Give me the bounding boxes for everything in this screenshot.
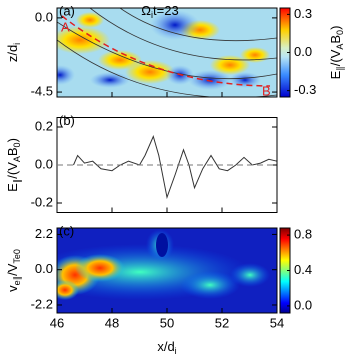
panel-label: (c) xyxy=(59,223,74,238)
heatmap-texture xyxy=(57,65,75,85)
heatmap-texture xyxy=(188,70,232,90)
panel-label: (b) xyxy=(59,113,75,128)
y-axis-label-part: e∥ xyxy=(12,276,22,286)
x-tick-label: 54 xyxy=(270,315,284,330)
y-axis-label: ve∥/VTe0 xyxy=(5,249,22,292)
y-axis-label: E∥/(VAB0) xyxy=(5,138,22,192)
y-tick-label: -0.2 xyxy=(31,194,53,209)
field-line xyxy=(119,8,277,42)
x-axis-label-part: i xyxy=(175,346,177,356)
x-tick-label: 48 xyxy=(105,315,119,330)
y-axis-label-part: /V xyxy=(5,263,20,276)
y-axis-label-part: ∥ xyxy=(12,179,22,184)
chart-title: Ωit=23 xyxy=(141,3,178,20)
heatmap-texture xyxy=(229,72,261,88)
y-axis-label-part: Te0 xyxy=(12,249,22,264)
heatmap-texture xyxy=(180,271,240,299)
colorbar-label-part: 0 xyxy=(335,30,345,35)
heatmap-texture xyxy=(57,280,79,300)
heatmap-texture xyxy=(240,47,270,63)
heatmap-texture xyxy=(75,254,125,282)
data-line xyxy=(73,135,278,200)
panel-label: (a) xyxy=(59,3,75,18)
colorbar-label-part: E xyxy=(328,70,343,79)
x-tick-label: 50 xyxy=(160,315,174,330)
heatmap-texture xyxy=(125,60,175,84)
y-axis-label-part: i xyxy=(12,43,22,45)
x-tick-label: 46 xyxy=(50,315,64,330)
annotation: A xyxy=(61,19,70,34)
trajectory xyxy=(61,15,271,87)
y-axis-label-part: B xyxy=(5,147,20,156)
heatmap xyxy=(57,8,277,97)
heatmap-texture xyxy=(156,233,168,257)
field-line xyxy=(57,39,277,97)
y-axis-label-part: 0 xyxy=(12,142,22,147)
y-axis-label-part: A xyxy=(12,156,22,162)
y-tick-label: 2.2 xyxy=(35,226,53,241)
y-axis-label-part: /(V xyxy=(5,162,20,179)
colorbar-label-part: B xyxy=(328,35,343,44)
field-line xyxy=(89,8,277,61)
heatmap-texture xyxy=(57,26,110,54)
x-axis-label-part: x/d xyxy=(157,339,174,354)
heatmap-texture xyxy=(150,10,200,40)
heatmap-texture xyxy=(230,263,270,287)
y-axis-label-part: E xyxy=(5,183,20,192)
y-axis-label-part: v xyxy=(5,285,20,292)
colorbar-tick-label: 0.8 xyxy=(294,227,312,242)
y-tick-label: 0.0 xyxy=(35,156,53,171)
heatmap-texture xyxy=(90,72,130,88)
colorbar-label: E∥/(VAB0) xyxy=(328,26,345,80)
chart-title-part: Ω xyxy=(141,3,151,18)
colorbar-tick-label: 0.0 xyxy=(294,44,312,59)
chart-title-part: i xyxy=(151,10,153,20)
colorbar-tick-label: 0.0 xyxy=(294,297,312,312)
chart-title-part: t=23 xyxy=(153,3,179,18)
y-axis-label: z/di xyxy=(5,43,22,62)
heatmap-texture xyxy=(76,12,104,28)
colorbar-label-part: ) xyxy=(328,26,343,30)
annotation: B xyxy=(262,83,271,98)
colorbar-tick-label: -0.3 xyxy=(294,82,316,97)
y-tick-label: 0.0 xyxy=(35,261,53,276)
heatmap xyxy=(57,228,277,313)
colorbar-tick-label: 0.3 xyxy=(294,6,312,21)
x-axis-label: x/di xyxy=(157,339,176,356)
y-axis-label-part: z/d xyxy=(5,45,20,62)
x-tick-label: 52 xyxy=(215,315,229,330)
y-tick-label: -2.2 xyxy=(31,296,53,311)
y-tick-label: 0.2 xyxy=(35,118,53,133)
y-axis-label-part: ) xyxy=(5,138,20,142)
colorbar-label-part: ∥ xyxy=(335,66,345,71)
colorbar-label-part: A xyxy=(335,44,345,50)
colorbar-tick-label: 0.4 xyxy=(294,262,312,277)
colorbar-label-part: /(V xyxy=(328,49,343,66)
y-tick-label: 0.0 xyxy=(35,9,53,24)
y-tick-label: -4.5 xyxy=(31,83,53,98)
